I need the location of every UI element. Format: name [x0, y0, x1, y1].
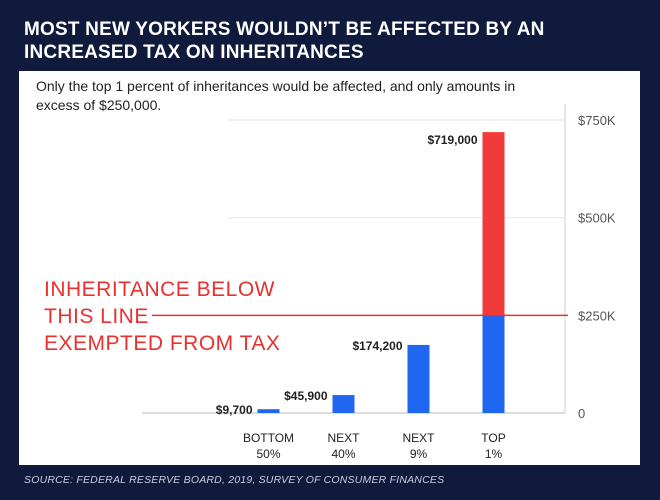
y-tick-label: $250K [578, 308, 616, 323]
bar-exempt [257, 409, 280, 413]
y-tick-label: $750K [578, 113, 616, 128]
bar-exempt [332, 395, 355, 413]
x-tick-label: TOP [481, 431, 505, 445]
bars-layer [257, 132, 505, 413]
x-tick-label: NEXT [327, 431, 360, 445]
chart-panel [19, 71, 640, 465]
annotation-line-1: INHERITANCE BELOW [44, 278, 275, 301]
chart-title: MOST NEW YORKERS WOULDN’T BE AFFECTED BY… [24, 19, 545, 63]
data-label: $45,900 [284, 389, 328, 403]
data-label: $719,000 [427, 133, 477, 147]
threshold-annotation: INHERITANCE BELOW THIS LINE EXEMPTED FRO… [44, 276, 284, 357]
y-tick-label: 0 [578, 406, 585, 421]
chart-subtitle: Only the top 1 percent of inheritances w… [36, 78, 516, 113]
annotation-line-2: THIS LINE [44, 305, 149, 328]
x-tick-label: NEXT [402, 431, 435, 445]
source-note: SOURCE: FEDERAL RESERVE BOARD, 2019, SUR… [24, 474, 445, 486]
data-label: $9,700 [216, 403, 253, 417]
data-label: $174,200 [352, 339, 402, 353]
labels-layer: 0 $250K $500K $750K $9,700 BOTTOM 50% $45,900 NE… [216, 113, 616, 461]
bar-taxed [482, 132, 505, 316]
bar-exempt [407, 344, 430, 413]
bar-exempt [482, 315, 505, 413]
y-tick-label: $500K [578, 211, 616, 226]
x-tick-label: 9% [410, 447, 428, 461]
x-tick-label: 50% [256, 447, 280, 461]
x-tick-label: 40% [331, 447, 355, 461]
x-tick-label: BOTTOM [243, 431, 294, 445]
annotation-line-3: EXEMPTED FROM TAX [44, 332, 281, 355]
x-tick-label: 1% [485, 447, 503, 461]
